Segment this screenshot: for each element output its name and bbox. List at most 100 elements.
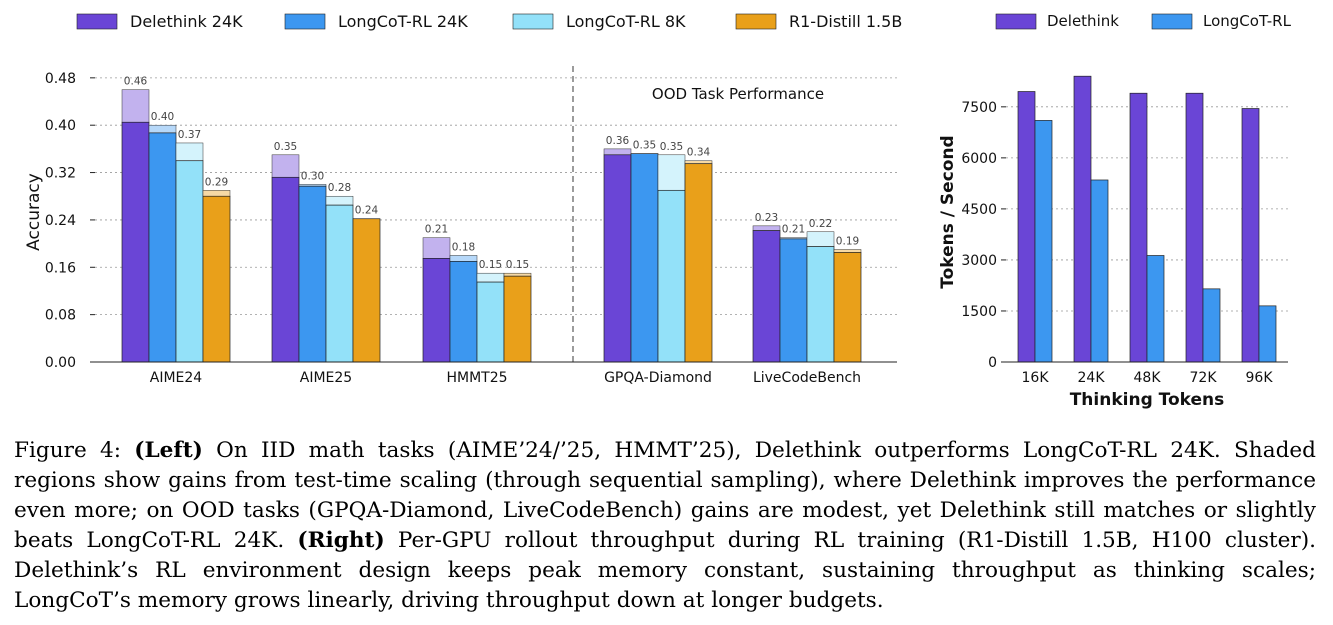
ood-annotation: OOD Task Performance — [652, 85, 824, 103]
right-x-tick-label: 24K — [1078, 370, 1106, 386]
left-y-tick-label: 0.00 — [45, 355, 76, 371]
right-x-axis-label: Thinking Tokens — [1070, 390, 1225, 410]
right-bar — [1090, 179, 1109, 363]
left-bar-scaling-gain — [449, 255, 478, 262]
right-y-tick-label: 3000 — [961, 253, 997, 269]
left-bar-scaling-gain — [476, 272, 505, 283]
right-y-tick-label: 4500 — [961, 202, 997, 218]
left-bar — [352, 218, 381, 363]
left-bar-scaling-gain — [752, 225, 781, 231]
legend-label-r1-distill: R1-Distill 1.5B — [789, 12, 902, 31]
right-y-tick-label: 7500 — [961, 100, 997, 116]
left-bar-value-label: 0.28 — [328, 182, 351, 194]
left-bar-value-label: 0.40 — [151, 111, 174, 123]
right-bar — [1185, 92, 1204, 363]
legend-label-longcot-rl: LongCoT-RL — [1203, 12, 1292, 30]
right-y-tick-label: 6000 — [961, 151, 997, 167]
left-bar-value-label: 0.36 — [606, 135, 630, 147]
figure: Delethink 24K LongCoT-RL 24K LongCoT-RL … — [24, 12, 1292, 410]
legend-swatch-delethink — [995, 13, 1037, 30]
left-bar-value-label: 0.29 — [205, 176, 228, 188]
left-bar-value-label: 0.34 — [687, 147, 711, 159]
right-x-tick-label: 72K — [1190, 370, 1218, 386]
legend-swatch-delethink-24k — [76, 13, 118, 30]
left-bar-scaling-gain — [148, 124, 177, 134]
left-x-tick-label: AIME25 — [300, 370, 352, 386]
left-y-tick-label: 0.32 — [45, 166, 76, 182]
left-bar — [752, 230, 781, 363]
left-bar-value-label: 0.37 — [178, 129, 201, 141]
left-bar-value-label: 0.23 — [755, 212, 778, 224]
caption-prefix: Figure 4: — [14, 438, 135, 463]
right-legend: Delethink LongCoT-RL — [995, 12, 1292, 30]
caption-left-text: On IID math tasks (AIME’24/’25, HMMT’25)… — [14, 438, 1316, 553]
right-x-tick-labels: 16K 24K 48K 72K 96K — [1022, 370, 1274, 386]
left-bar-scaling-gain — [684, 160, 713, 164]
left-bar — [449, 261, 478, 363]
right-bar — [1034, 120, 1053, 363]
left-bar — [630, 153, 659, 363]
right-y-ticks: 0 1500 3000 4500 6000 7500 — [961, 100, 1006, 371]
right-bar — [1073, 75, 1092, 363]
left-bar-value-label: 0.24 — [355, 205, 379, 217]
right-y-tick-label: 1500 — [961, 304, 997, 320]
left-y-ticks: 0.00 0.08 0.16 0.24 0.32 0.40 0.48 — [45, 71, 95, 371]
left-bar — [121, 121, 150, 363]
left-bar-value-label: 0.46 — [124, 76, 148, 88]
legend-label-delethink-24k: Delethink 24K — [130, 12, 243, 31]
left-bar — [806, 246, 835, 363]
left-bar-scaling-gain — [121, 89, 150, 123]
legend-swatch-r1-distill — [735, 13, 777, 30]
left-bar-scaling-gain — [657, 154, 686, 191]
left-bar — [657, 189, 686, 363]
right-y-tick-label: 0 — [988, 355, 997, 371]
left-bar-scaling-gain — [806, 231, 835, 247]
left-bar-scaling-gain — [271, 154, 300, 178]
left-y-tick-label: 0.24 — [45, 213, 76, 229]
left-bar-value-label: 0.30 — [301, 170, 324, 182]
left-bar-value-label: 0.35 — [274, 141, 297, 153]
left-bar-scaling-gain — [422, 237, 451, 259]
left-bar-value-label: 0.19 — [836, 236, 859, 248]
legend-label-delethink: Delethink — [1047, 12, 1119, 30]
left-bar-value-label: 0.21 — [425, 224, 448, 236]
left-bar — [148, 132, 177, 363]
left-bar — [271, 176, 300, 363]
left-bar — [202, 195, 231, 363]
left-bar — [779, 238, 808, 363]
left-bar — [603, 154, 632, 363]
left-bar-scaling-gain — [325, 195, 354, 206]
left-bar — [422, 258, 451, 363]
left-bar — [684, 163, 713, 363]
left-bar-scaling-gain — [603, 148, 632, 156]
left-bar — [298, 185, 327, 363]
right-x-tick-label: 16K — [1022, 370, 1050, 386]
right-bar — [1202, 288, 1221, 363]
left-x-tick-label: LiveCodeBench — [753, 370, 861, 386]
caption-left-label: (Left) — [134, 438, 203, 463]
left-y-tick-label: 0.48 — [45, 71, 76, 87]
left-y-tick-label: 0.08 — [45, 308, 76, 324]
legend-swatch-longcot-8k — [512, 13, 554, 30]
left-bar — [476, 281, 505, 363]
left-x-tick-label: HMMT25 — [446, 370, 507, 386]
left-bar — [503, 275, 532, 363]
left-y-axis-label: Accuracy — [24, 173, 44, 251]
caption-right-label: (Right) — [297, 528, 385, 553]
legend-swatch-longcot-24k — [284, 13, 326, 30]
figure-caption: Figure 4: (Left) On IID math tasks (AIME… — [14, 436, 1316, 616]
legend-swatch-longcot-rl — [1151, 13, 1193, 30]
left-bar-scaling-gain — [175, 142, 204, 161]
left-bar — [325, 204, 354, 363]
right-y-axis-label: Tokens / Second — [938, 135, 958, 288]
left-bar-value-label: 0.15 — [506, 259, 529, 271]
right-x-tick-label: 96K — [1246, 370, 1274, 386]
left-bar — [175, 160, 204, 363]
right-bar — [1146, 255, 1165, 363]
right-x-tick-label: 48K — [1134, 370, 1162, 386]
left-bar-scaling-gain — [833, 249, 862, 253]
left-bar-scaling-gain — [503, 272, 532, 277]
left-bar-value-label: 0.15 — [479, 259, 502, 271]
left-bar-value-label: 0.22 — [809, 218, 832, 230]
right-bar — [1258, 305, 1277, 363]
